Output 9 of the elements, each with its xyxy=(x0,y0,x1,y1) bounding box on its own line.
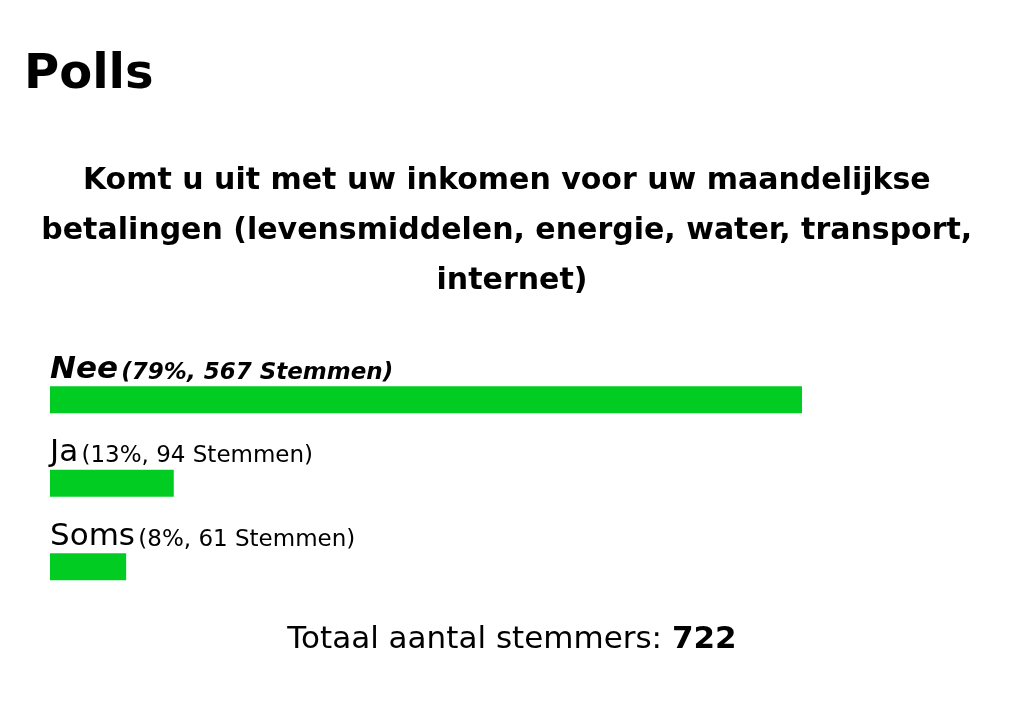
y-tick-label: Ja xyxy=(48,432,79,469)
data-label: (13%, 94 Stemmen) xyxy=(81,441,314,468)
y-tick-label: Soms xyxy=(50,515,135,552)
chart-subtitle: Komt u uit met uw inkomen voor uw maandelijkse betalingen (levensmiddelen, energie, water, transport, internet) xyxy=(41,160,983,296)
data-label: (8%, 61 Stemmen) xyxy=(138,524,356,551)
data-label: (79%, 567 Stemmen) xyxy=(121,357,394,384)
text: Totaal aantal stemmers: 722 xyxy=(286,618,737,655)
y-tick-label: Nee xyxy=(50,348,118,385)
chart-title: Polls xyxy=(24,43,154,99)
